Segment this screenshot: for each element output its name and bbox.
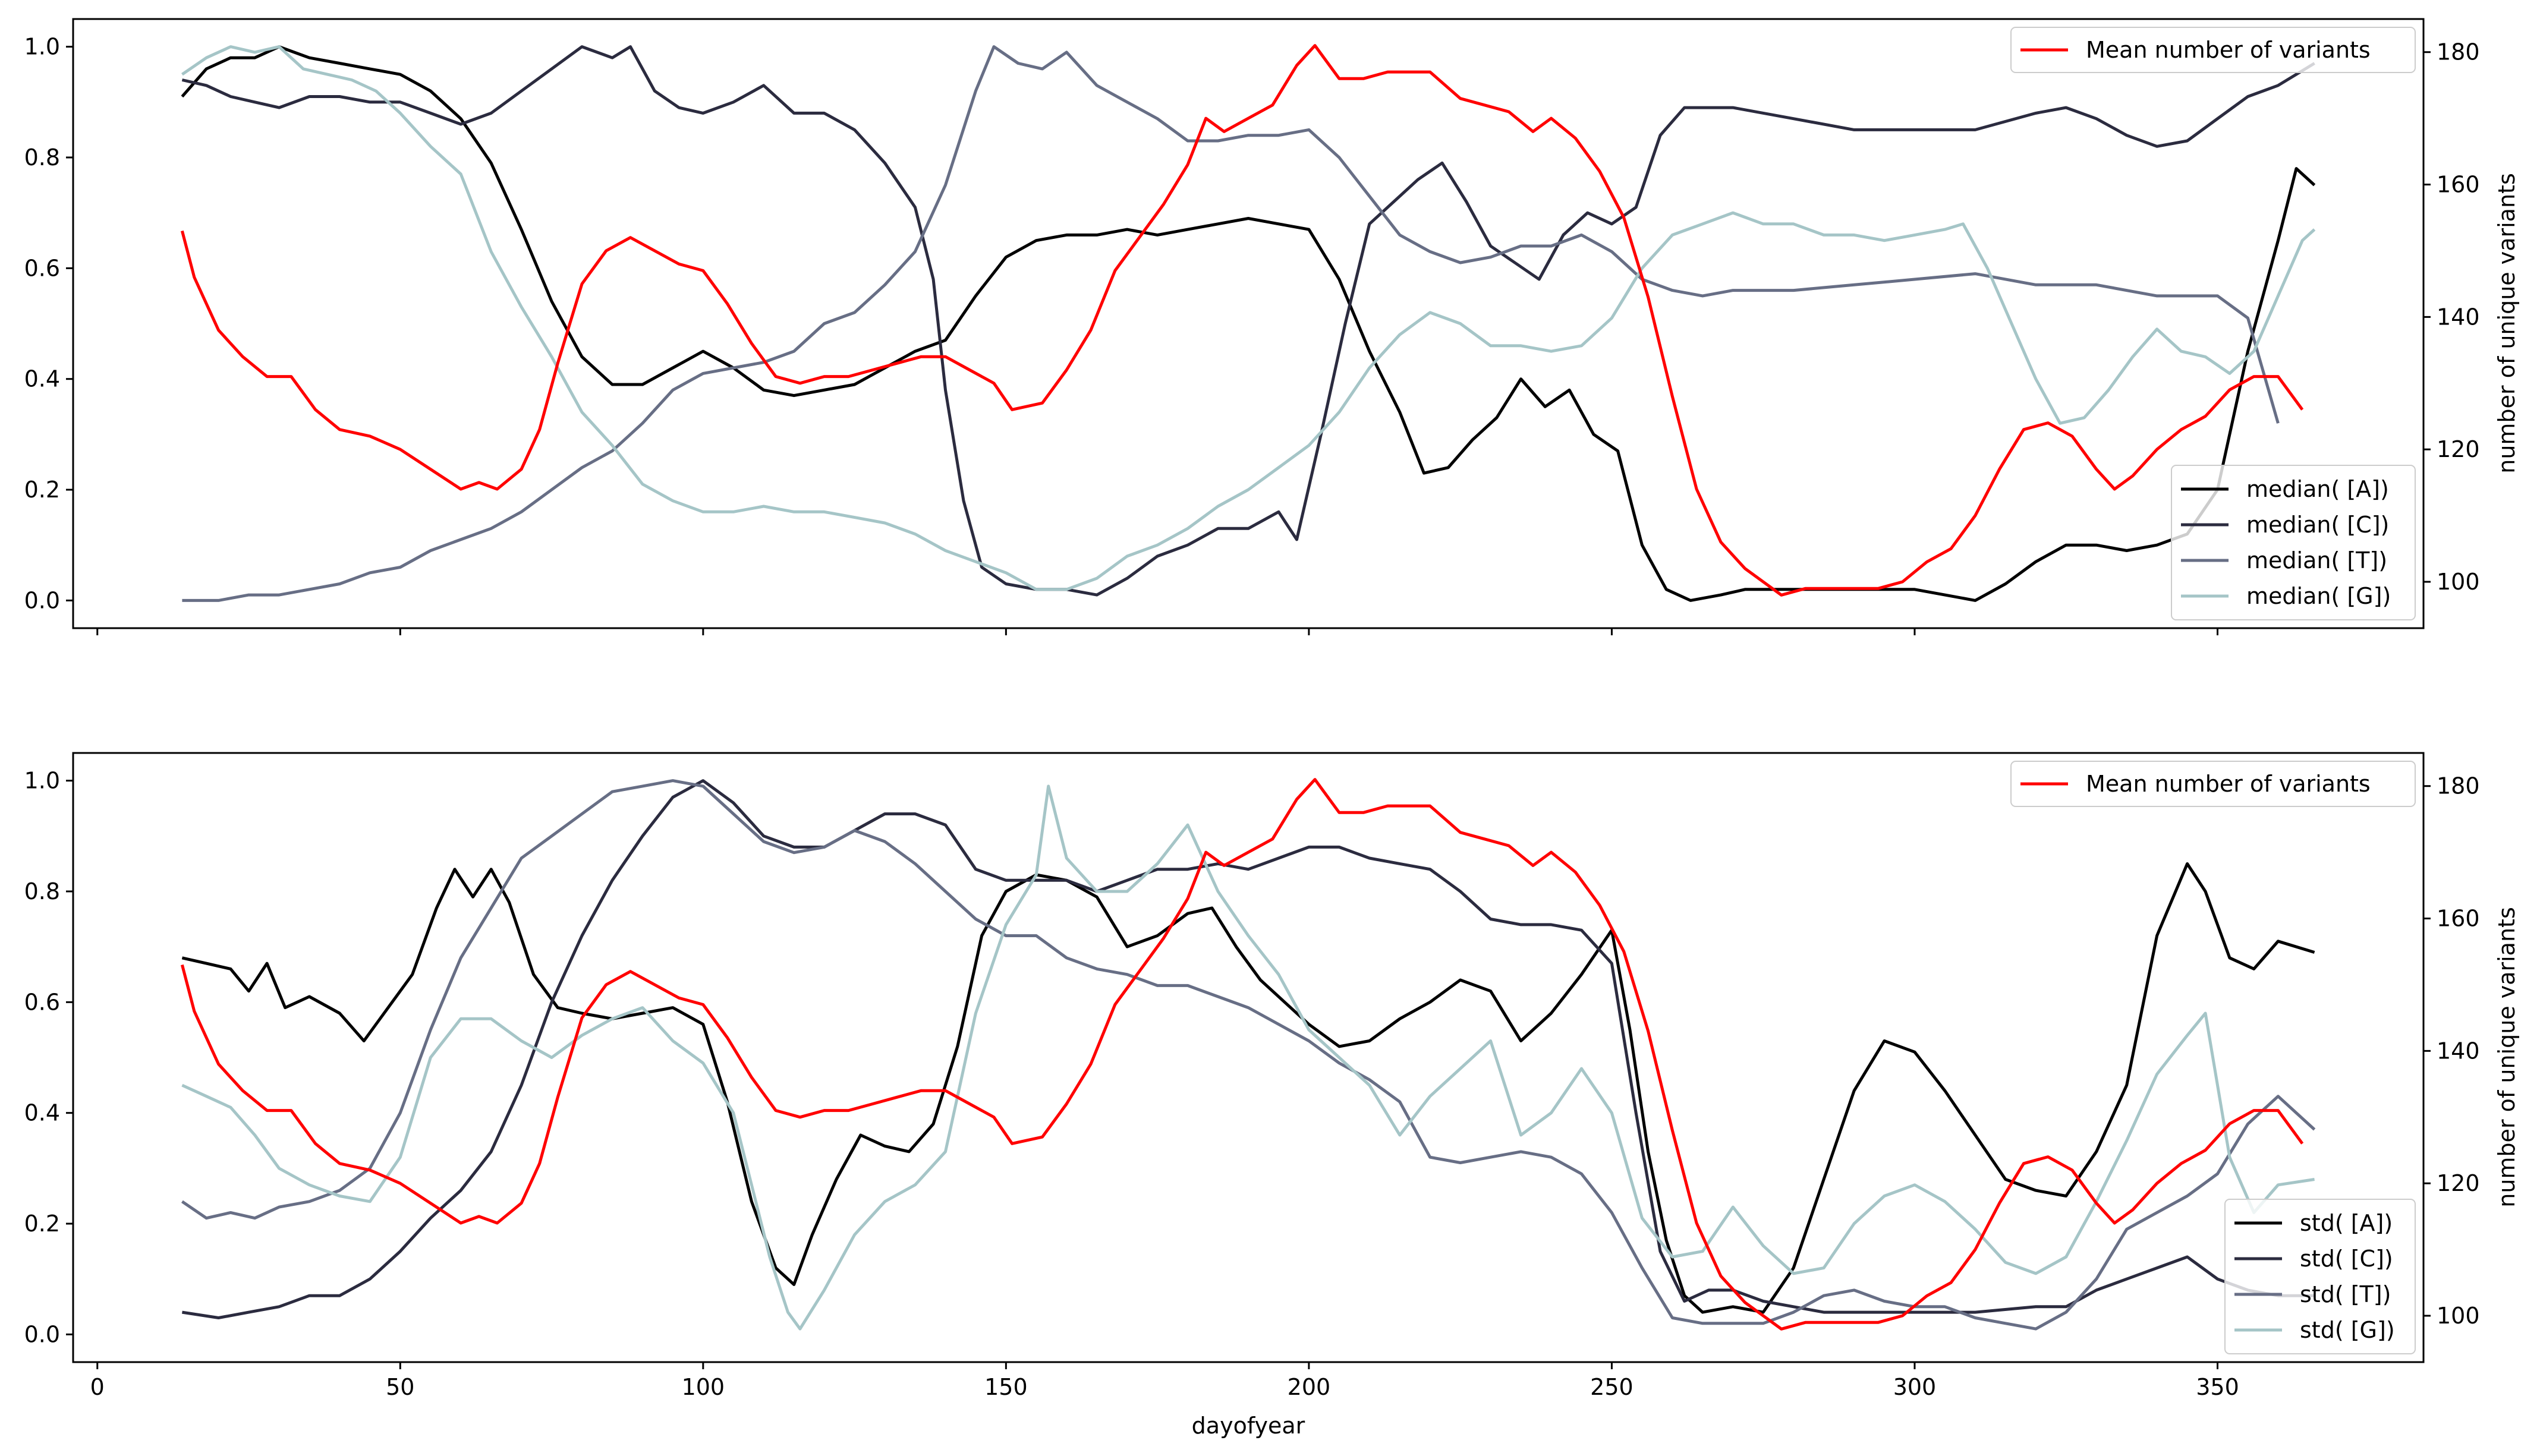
legend-label-a: median( [A]) [2246, 476, 2389, 502]
x-tick-label: 350 [2196, 1374, 2239, 1400]
legend-box [2010, 27, 2416, 73]
x-tick-label: 150 [984, 1374, 1028, 1400]
right-y-tick-label: 120 [2437, 1170, 2480, 1196]
right-y-tick-label: 160 [2437, 906, 2480, 932]
right-y-tick-label: 180 [2437, 39, 2480, 65]
x-tick-label: 250 [1590, 1374, 1633, 1400]
right-y-ticks: 100 120 140 160 180 [2423, 773, 2480, 1329]
left-y-tick-label: 0.2 [24, 477, 60, 503]
panel-std: 0 50 100 150 200 250 300 350 0.0 0.2 0.4 0.6 0.8 1.0… [24, 752, 2520, 1439]
legend-box [2010, 761, 2416, 807]
right-y-tick-label: 140 [2437, 304, 2480, 330]
series-line-a [181, 45, 2316, 602]
right-y-tick-label: 100 [2437, 1303, 2480, 1329]
series-line-t [181, 779, 2316, 1331]
series-line-g [181, 45, 2316, 591]
legend-median: median( [A]) median( [C]) median( [T]) medi… [2171, 465, 2416, 620]
series-layer [180, 778, 2316, 1331]
left-y-ticks: 0.0 0.2 0.4 0.6 0.8 1.0 [24, 34, 73, 613]
legend-mean: Mean number of variants [2010, 761, 2416, 807]
series-line-a [181, 862, 2315, 1314]
legend-box [2171, 465, 2416, 620]
right-y-tick-label: 120 [2437, 436, 2480, 462]
x-ticks: 0 50 100 150 200 250 300 350 [90, 1362, 2239, 1400]
legend-label-mean: Mean number of variants [2086, 771, 2371, 797]
x-tick-label: 200 [1288, 1374, 1331, 1400]
left-y-tick-label: 0.6 [24, 255, 60, 281]
legend-label-mean: Mean number of variants [2086, 37, 2371, 63]
right-y-tick-label: 100 [2437, 569, 2480, 595]
x-axis-label: dayofyear [1192, 1413, 1305, 1439]
legend-std: std( [A]) std( [C]) std( [T]) std( [G]) [2224, 1199, 2416, 1354]
right-y-tick-label: 160 [2437, 172, 2480, 198]
left-y-tick-label: 0.0 [24, 1321, 60, 1347]
series-layer [180, 44, 2316, 602]
legend-label-c: std( [C]) [2300, 1246, 2393, 1272]
left-y-tick-label: 0.6 [24, 989, 60, 1015]
right-y-ticks: 100 120 140 160 180 [2423, 39, 2480, 595]
x-tick-label: 100 [682, 1374, 725, 1400]
legend-box [2224, 1199, 2416, 1354]
legend-label-a: std( [A]) [2300, 1210, 2393, 1236]
series-line-t [182, 45, 2280, 602]
right-y-tick-label: 140 [2437, 1038, 2480, 1064]
left-y-tick-label: 0.8 [24, 878, 60, 905]
legend-label-g: std( [G]) [2300, 1317, 2395, 1343]
right-y-axis-label: number of unique variants [2494, 907, 2520, 1208]
series-line-c [182, 779, 2315, 1319]
left-y-ticks: 0.0 0.2 0.4 0.6 0.8 1.0 [24, 768, 73, 1347]
left-y-tick-label: 0.4 [24, 366, 60, 392]
axes-frame [72, 752, 2425, 1363]
legend-label-g: median( [G]) [2246, 583, 2391, 609]
left-y-tick-label: 1.0 [24, 768, 60, 794]
right-y-axis-label: number of unique variants [2494, 173, 2520, 474]
left-y-tick-label: 0.0 [24, 587, 60, 613]
x-tick-label: 300 [1893, 1374, 1937, 1400]
legend-label-t: median( [T]) [2246, 547, 2387, 573]
panel-median: 0.0 0.2 0.4 0.6 0.8 1.0 100 120 140 160 180 numbe… [24, 18, 2520, 635]
left-y-tick-label: 0.2 [24, 1211, 60, 1237]
axes-frame [72, 18, 2425, 629]
right-y-tick-label: 180 [2437, 773, 2480, 799]
legend-mean: Mean number of variants [2010, 27, 2416, 73]
left-y-tick-label: 0.4 [24, 1100, 60, 1126]
series-line-c [181, 45, 2315, 597]
series-line-mean [180, 44, 2304, 597]
series-line-mean [180, 778, 2304, 1331]
x-ticks [96, 628, 2219, 635]
legend-label-t: std( [T]) [2300, 1281, 2391, 1307]
left-y-tick-label: 1.0 [24, 34, 60, 60]
legend-label-c: median( [C]) [2246, 512, 2389, 538]
left-y-tick-label: 0.8 [24, 144, 60, 171]
x-tick-label: 50 [386, 1374, 414, 1400]
x-tick-label: 0 [90, 1374, 105, 1400]
